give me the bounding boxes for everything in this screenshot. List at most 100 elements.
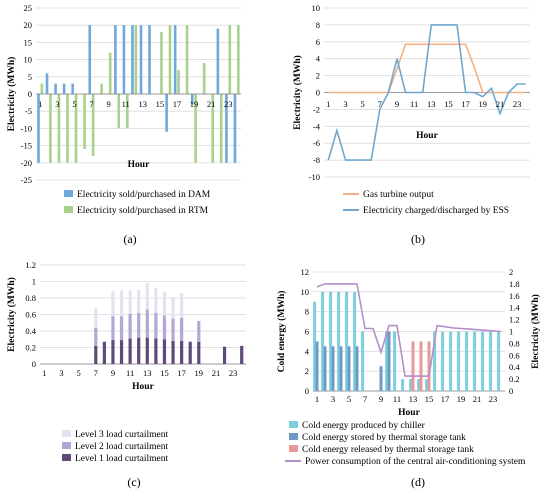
panel-caption-d: (d) [411, 475, 425, 489]
x-axis-title: Hour [132, 382, 154, 392]
bar-dam [173, 25, 177, 95]
legend-swatch [62, 442, 71, 449]
x-tick-label: 7 [89, 99, 93, 109]
bar-level-2 [94, 327, 98, 346]
bar-level-1 [128, 338, 132, 364]
bar-level-2 [137, 312, 141, 338]
bar-rtm [83, 94, 86, 150]
bar-rtm [49, 94, 52, 163]
x-tick-label: 15 [156, 99, 165, 109]
bar-level-1 [240, 345, 244, 364]
line-ess [327, 24, 526, 161]
bar-level-1 [111, 340, 115, 364]
y-tick-label: 1.2 [25, 260, 36, 270]
y-tick-label: -25 [21, 175, 32, 185]
y2-tick-label: 1.4 [509, 303, 520, 313]
x-tick-label: 13 [409, 394, 418, 404]
y2-tick-label: 0.8 [509, 338, 520, 348]
x-tick-label: 11 [393, 394, 401, 404]
bar-chiller [329, 291, 333, 391]
bar-level-2 [119, 316, 124, 341]
y-tick-label: 4 [305, 346, 310, 356]
x-tick-label: 3 [55, 99, 59, 109]
bar-chiller [425, 379, 429, 391]
legend-swatch [62, 430, 71, 437]
bar-tank-stored [347, 346, 351, 391]
x-tick-label: 1 [315, 394, 319, 404]
x-tick-label: 7 [94, 368, 98, 378]
x-tick-label: 13 [427, 99, 436, 109]
x-tick-label: 15 [425, 394, 434, 404]
y-tick-label: 6 [305, 327, 309, 337]
x-tick-label: 5 [77, 368, 81, 378]
bar-dam [165, 94, 168, 132]
x-tick-label: 11 [122, 99, 130, 109]
bar-level-2 [162, 315, 167, 340]
x-tick-label: 1 [42, 368, 46, 378]
x-tick-label: 17 [177, 368, 186, 378]
bar-dam [88, 25, 92, 95]
panel-caption-b: (b) [411, 232, 425, 246]
y2-tick-label: 0.4 [509, 362, 520, 372]
bar-dam [71, 83, 74, 94]
bar-level-1 [119, 340, 124, 364]
bar-dam [225, 94, 228, 163]
bar-chiller [465, 331, 469, 391]
x-tick-label: 1 [326, 99, 330, 109]
y-tick-label: 10 [24, 55, 33, 65]
bar-chiller [385, 331, 389, 391]
x-tick-label: 7 [378, 99, 382, 109]
bar-rtm [228, 25, 232, 95]
legend-label: Electricity charged/discharged by ESS [363, 206, 509, 216]
bar-rtm [211, 94, 215, 163]
bar-chiller [489, 331, 493, 391]
x-tick-label: 15 [444, 99, 453, 109]
y-tick-label: 2 [316, 71, 320, 81]
x-tick-label: 23 [229, 368, 238, 378]
legend-swatch [64, 206, 73, 213]
x-tick-label: 17 [441, 394, 450, 404]
bar-level-3 [119, 290, 124, 317]
bar-dam [131, 25, 134, 95]
bar-level-1 [137, 337, 141, 364]
x-axis-title: Hour [416, 131, 438, 141]
y-axis-title: Electricity (MWh) [292, 55, 303, 130]
x-tick-label: 9 [111, 368, 115, 378]
x-tick-label: 13 [143, 368, 152, 378]
bar-level-3 [171, 297, 175, 319]
bar-tank-released [427, 341, 431, 391]
bar-chiller [401, 379, 405, 391]
bar-level-2 [171, 318, 175, 341]
bar-rtm [177, 69, 180, 94]
x-tick-label: 19 [479, 99, 488, 109]
y-tick-label: 0.2 [25, 343, 36, 353]
x-tick-label: 11 [410, 99, 418, 109]
bar-level-2 [128, 313, 132, 339]
bar-level-2 [154, 312, 158, 339]
y2-tick-label: 1.2 [509, 315, 520, 325]
line-power-consumption [316, 283, 502, 377]
bar-rtm [125, 94, 129, 129]
x-tick-label: 15 [160, 368, 169, 378]
y-tick-label: 4 [316, 54, 321, 64]
legend-swatch [289, 433, 298, 440]
bar-rtm [134, 25, 138, 95]
legend-label: Level 1 load curtailment [75, 454, 168, 464]
bar-chiller [321, 291, 325, 391]
y-tick-label: 0 [305, 386, 309, 396]
bar-rtm [100, 83, 103, 94]
x-tick-label: 1 [38, 99, 42, 109]
y2-axis-title: Electricity (MWh) [530, 294, 541, 369]
bar-chiller [473, 331, 477, 391]
bar-chiller [481, 331, 485, 391]
bar-rtm [160, 32, 163, 94]
y-tick-label: 10 [301, 287, 310, 297]
bar-rtm [168, 25, 172, 95]
y-tick-label: 6 [316, 37, 320, 47]
legend-swatch [64, 190, 73, 197]
x-tick-label: 21 [212, 368, 221, 378]
bar-level-1 [197, 341, 201, 364]
y-tick-label: 5 [28, 72, 32, 82]
legend-label: Level 3 load curtailment [75, 430, 168, 440]
